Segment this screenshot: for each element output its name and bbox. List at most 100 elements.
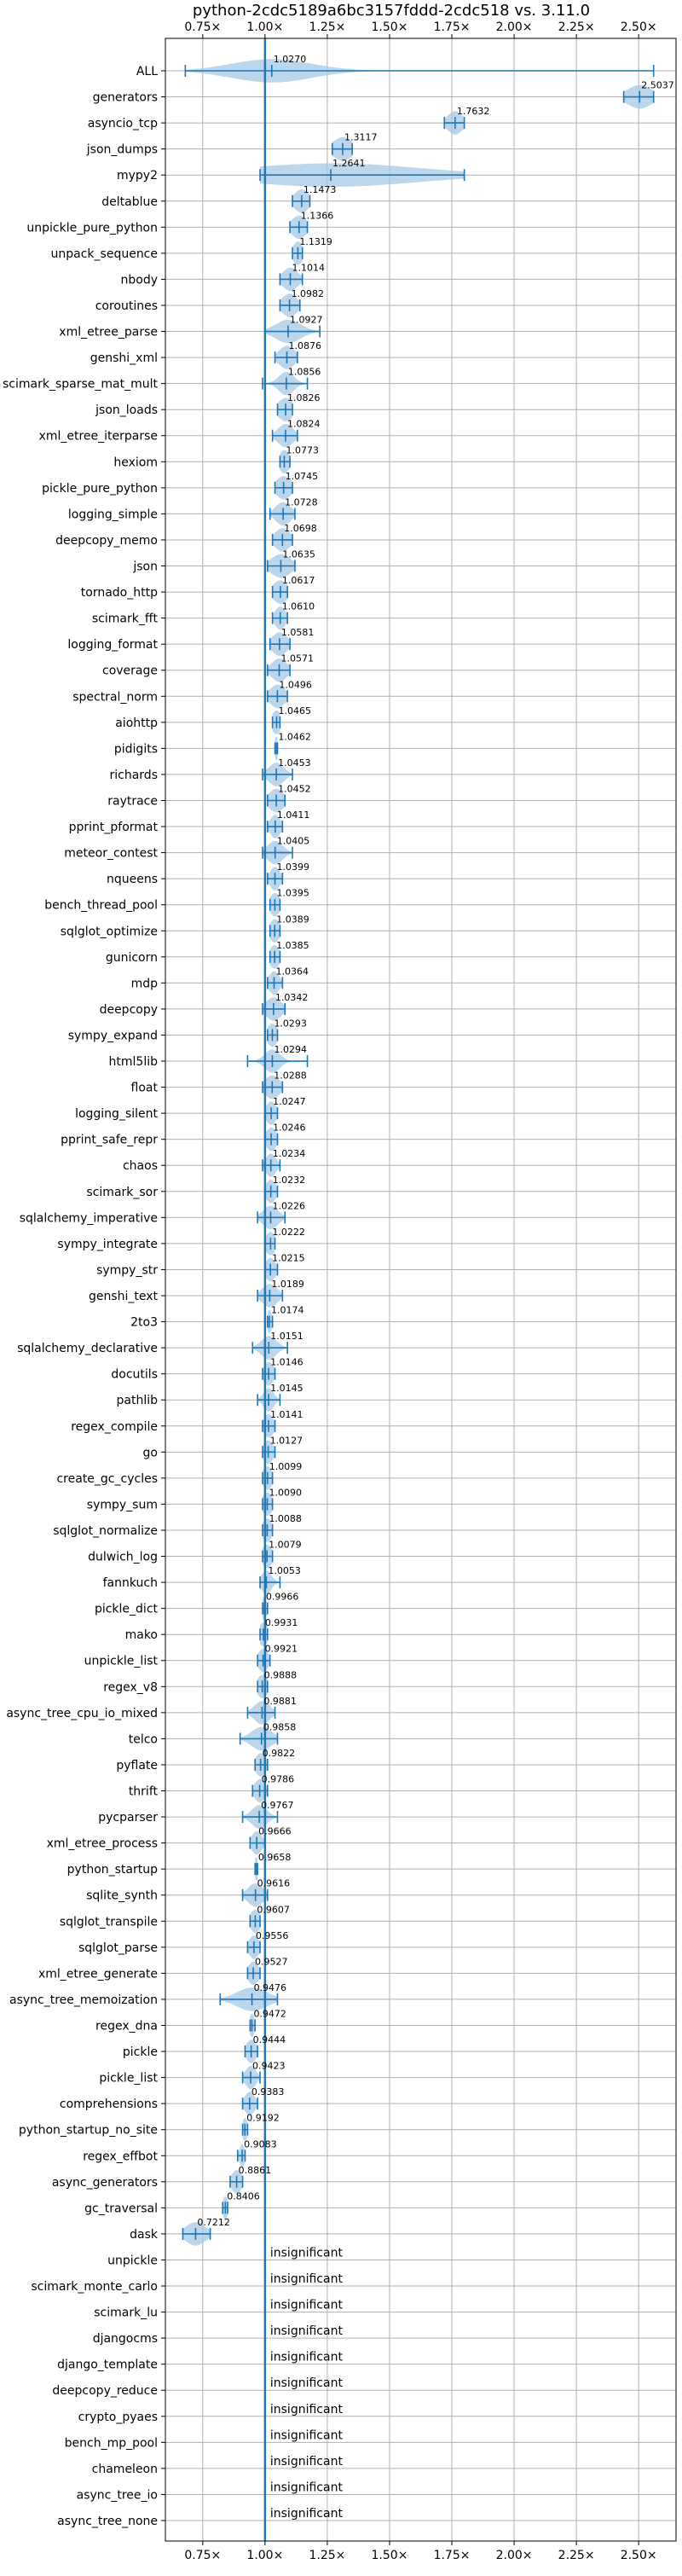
category-label: mypy2	[117, 169, 158, 183]
value-label: 1.0635	[282, 549, 315, 560]
x-tick-label-bottom: 1.00×	[246, 2549, 283, 2562]
value-label: 1.0452	[278, 783, 311, 794]
value-label: 1.1014	[292, 262, 326, 273]
category-label: spectral_norm	[72, 690, 158, 704]
value-label: 1.0698	[284, 523, 317, 534]
x-tick-label-top: 2.25×	[558, 20, 595, 34]
value-label: 1.2641	[332, 158, 366, 169]
category-label: nqueens	[107, 873, 158, 886]
value-label: 1.1366	[301, 210, 334, 221]
value-label: 1.0465	[278, 705, 311, 717]
category-label: async_tree_none	[57, 2515, 158, 2528]
value-label: 0.9767	[261, 1800, 294, 1811]
value-label: 0.9083	[244, 2138, 277, 2150]
value-label: 0.9527	[255, 1956, 288, 1967]
x-tick-label-bottom: 1.50×	[372, 2549, 408, 2562]
category-label: pprint_safe_repr	[61, 1134, 158, 1147]
category-label: nbody	[121, 273, 159, 287]
category-label: scimark_fft	[92, 612, 159, 626]
value-label: 1.0876	[288, 340, 321, 351]
category-label: pickle_pure_python	[42, 482, 158, 496]
category-label: mako	[125, 1628, 158, 1642]
category-label: async_tree_cpu_io_mixed	[6, 1707, 158, 1720]
value-label: 0.9556	[256, 1930, 289, 1941]
value-label: 1.0385	[276, 940, 309, 951]
category-label: logging_format	[67, 638, 158, 652]
category-label: pycparser	[98, 1811, 158, 1825]
value-label: 0.7212	[197, 2217, 230, 2228]
category-label: unpickle_pure_python	[26, 221, 158, 235]
value-label: 1.0189	[271, 1279, 304, 1290]
category-label: async_tree_io	[77, 2488, 158, 2502]
category-label: xml_etree_parse	[59, 326, 158, 339]
value-label: 1.0745	[286, 471, 319, 482]
value-label: 1.0399	[277, 862, 310, 873]
value-label: 1.0927	[290, 315, 323, 326]
category-label: json_dumps	[86, 143, 158, 157]
value-label: 0.9966	[266, 1592, 299, 1603]
insignificant-label: insignificant	[270, 2455, 344, 2469]
value-label: 1.0982	[292, 288, 325, 299]
category-label: asyncio_tcp	[88, 117, 158, 131]
category-label: chaos	[123, 1159, 158, 1173]
value-label: 1.0496	[279, 679, 312, 690]
category-label: html5lib	[109, 1055, 159, 1069]
value-label: 0.9658	[258, 1852, 292, 1863]
value-label: 1.0215	[272, 1252, 305, 1263]
category-label: scimark_lu	[94, 2306, 158, 2320]
category-label: sympy_str	[96, 1263, 158, 1277]
value-label: 1.0226	[272, 1200, 305, 1211]
value-labels: 1.0270 2.5037 1.7632 1.3117 1.2641 1.1473 1.13…	[197, 54, 673, 2521]
category-label: scimark_monte_carlo	[31, 2280, 158, 2294]
category-label: meteor_contest	[64, 847, 158, 861]
category-label: regex_dna	[95, 2019, 158, 2033]
category-label: sqlite_synth	[86, 1889, 158, 1903]
category-label: xml_etree_generate	[38, 1967, 158, 1981]
category-label: pickle	[123, 2045, 158, 2059]
category-label: chameleon	[92, 2463, 158, 2476]
category-label: ALL	[136, 65, 158, 78]
x-tick-label-top: 1.00×	[246, 20, 283, 34]
category-label: go	[143, 1446, 158, 1459]
value-label: 1.0581	[281, 627, 315, 638]
category-label: sqlglot_transpile	[60, 1915, 158, 1929]
value-label: 1.0411	[277, 809, 310, 821]
insignificant-label: insignificant	[270, 2428, 344, 2442]
value-label: 1.7632	[457, 106, 490, 117]
category-labels: ALL generators asyncio_tcp json_dumps mypy2 d…	[3, 65, 159, 2528]
category-label: fannkuch	[103, 1576, 158, 1590]
category-label: gunicorn	[106, 951, 158, 965]
category-label: regex_compile	[71, 1420, 158, 1434]
category-label: deltablue	[101, 195, 158, 209]
value-label: 1.0824	[287, 419, 321, 430]
category-label: crypto_pyaes	[78, 2411, 158, 2424]
insignificant-label: insignificant	[270, 2507, 344, 2521]
category-label: bench_mp_pool	[65, 2436, 158, 2450]
x-tick-label-bottom: 2.25×	[558, 2549, 595, 2562]
category-label: pprint_pformat	[69, 821, 159, 834]
value-label: 2.5037	[641, 80, 674, 91]
category-label: xml_etree_process	[47, 1837, 158, 1851]
category-label: sqlglot_optimize	[61, 925, 158, 938]
x-tick-label-top: 2.00×	[496, 20, 533, 34]
category-label: docutils	[111, 1368, 158, 1382]
value-label: 1.0053	[268, 1565, 301, 1576]
category-label: json_loads	[95, 403, 158, 417]
category-label: raytrace	[107, 794, 158, 808]
x-tick-label-bottom: 2.50×	[621, 2549, 657, 2562]
value-label: 1.0141	[270, 1409, 303, 1420]
value-label: 0.9616	[257, 1878, 291, 1889]
category-label: deepcopy_reduce	[52, 2384, 158, 2398]
value-label: 1.0099	[269, 1461, 303, 1472]
category-label: unpickle_list	[84, 1655, 159, 1668]
violins	[182, 59, 654, 2246]
category-label: deepcopy	[100, 1003, 158, 1017]
category-label: logging_silent	[75, 1107, 158, 1121]
value-label: 1.0090	[269, 1487, 303, 1498]
value-label: 1.0247	[273, 1096, 306, 1107]
category-label: async_generators	[52, 2176, 158, 2190]
x-tick-label-bottom: 0.75×	[184, 2549, 221, 2562]
category-label: scimark_sor	[86, 1186, 158, 1199]
value-label: 0.9192	[246, 2113, 280, 2124]
value-label: 0.9423	[252, 2061, 286, 2072]
